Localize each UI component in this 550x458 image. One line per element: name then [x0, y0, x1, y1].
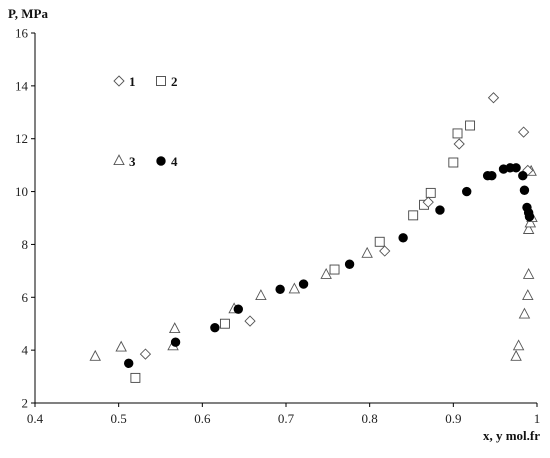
data-point — [524, 216, 537, 228]
legend-label: 1 — [129, 74, 136, 89]
data-point — [244, 315, 256, 327]
data-point — [452, 128, 463, 139]
legend-item-2: 2 — [156, 74, 178, 89]
data-point — [448, 157, 459, 168]
data-point — [462, 186, 472, 197]
legend-marker — [156, 76, 166, 86]
data-point — [89, 349, 101, 361]
data-point — [115, 340, 127, 352]
data-points — [89, 92, 538, 383]
data-point — [219, 318, 230, 329]
data-point — [422, 196, 434, 208]
legend-marker — [113, 75, 125, 87]
data-point — [408, 210, 419, 221]
data-point — [139, 348, 152, 360]
x-axis-title: x, y mol.fr — [483, 428, 540, 443]
data-point — [522, 267, 535, 279]
data-point — [275, 284, 285, 295]
legend-item-1: 1 — [113, 74, 136, 89]
series-4 — [124, 163, 535, 369]
data-point — [518, 171, 528, 181]
data-point — [518, 307, 531, 319]
y-tick-label: 14 — [15, 78, 29, 93]
x-tick-label: 0.5 — [111, 411, 127, 426]
y-tick-label: 10 — [15, 184, 28, 199]
y-tick-label: 2 — [22, 396, 29, 411]
data-point — [168, 322, 181, 334]
legend-label: 2 — [171, 74, 178, 89]
y-axis-title: P, MPa — [8, 6, 48, 21]
data-point — [465, 120, 476, 131]
legend-label: 4 — [171, 154, 178, 169]
data-point — [517, 126, 530, 138]
y-tick-label: 12 — [15, 131, 28, 146]
legend-label: 3 — [129, 154, 136, 169]
series-3 — [89, 164, 538, 361]
data-point — [320, 267, 332, 279]
series-1 — [139, 92, 534, 360]
data-point — [374, 236, 385, 247]
data-point — [510, 349, 522, 361]
legend: 1 2 3 4 — [113, 74, 178, 169]
legend-item-4: 4 — [156, 154, 178, 169]
data-point — [233, 304, 244, 314]
x-tick-label: 0.6 — [194, 411, 211, 426]
y-tick-label: 4 — [22, 343, 29, 358]
data-point — [124, 358, 134, 369]
data-point — [512, 339, 525, 351]
axes — [34, 33, 537, 404]
legend-marker — [113, 154, 125, 166]
legend-marker — [156, 156, 166, 166]
x-tick-label: 0.4 — [27, 411, 44, 426]
data-point — [519, 185, 530, 195]
data-point — [511, 163, 521, 173]
data-point — [344, 259, 355, 269]
data-point — [329, 264, 340, 275]
data-point — [425, 187, 436, 198]
data-point — [130, 372, 141, 383]
data-point — [522, 289, 534, 301]
y-tick-label: 16 — [15, 26, 29, 41]
x-tick-label: 1 — [534, 411, 541, 426]
data-point — [170, 337, 181, 347]
data-point — [435, 205, 445, 215]
data-point — [288, 282, 301, 294]
data-point — [524, 211, 535, 222]
x-tick-label: 0.8 — [362, 411, 378, 426]
data-point — [487, 92, 500, 104]
series-2 — [130, 120, 476, 383]
y-tick-label: 6 — [22, 290, 29, 305]
legend-item-3: 3 — [113, 154, 136, 169]
data-point — [487, 171, 497, 181]
x-tick-label: 0.7 — [278, 411, 295, 426]
data-point — [255, 289, 267, 301]
data-point — [522, 223, 535, 234]
data-point — [210, 322, 220, 333]
data-point — [298, 279, 309, 289]
y-tick-label: 8 — [22, 237, 29, 252]
data-point — [398, 233, 408, 243]
data-point — [361, 246, 373, 258]
data-point — [379, 245, 391, 257]
data-point — [453, 138, 465, 150]
x-tick-label: 0.9 — [445, 411, 461, 426]
